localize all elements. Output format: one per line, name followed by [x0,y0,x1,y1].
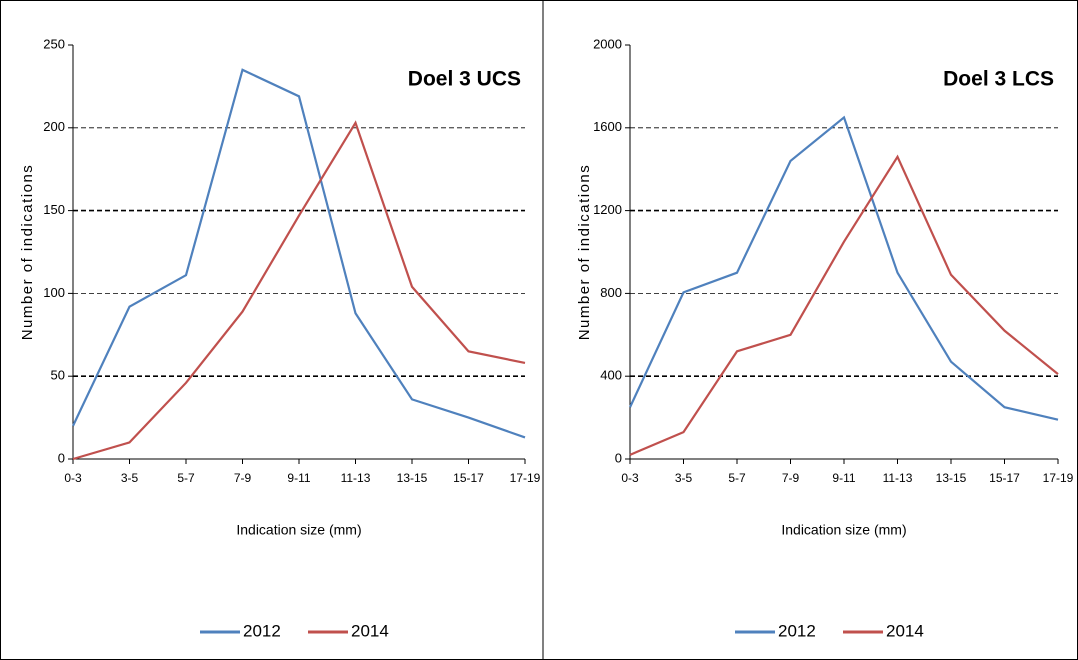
x-tick-label: 13-15 [397,471,428,485]
x-tick-label: 3-5 [675,471,693,485]
y-axis-title: Number of indications [576,164,593,341]
x-tick-label: 5-7 [728,471,746,485]
x-axis-title: Indication size (mm) [781,522,906,538]
y-tick-label: 100 [43,285,65,300]
y-tick-label: 2000 [593,36,622,51]
series-line [72,120,526,461]
chart-title: Doel 3 UCS [408,68,521,91]
x-tick-label: 13-15 [936,471,967,485]
y-tick-label: 0 [615,450,622,465]
x-axis-title: Indication size (mm) [236,522,361,538]
legend-label: 2012 [778,621,816,640]
series-line [72,68,526,439]
legend-label: 2012 [243,621,281,640]
y-tick-label: 150 [43,202,65,217]
series-line [629,154,1059,456]
x-tick-label: 5-7 [177,471,195,485]
legend-label: 2014 [351,621,389,640]
y-tick-label: 800 [600,285,622,300]
x-tick-label: 7-9 [234,471,252,485]
y-axis-title: Number of indications [19,164,36,341]
x-tick-label: 0-3 [64,471,82,485]
y-tick-label: 1200 [593,202,622,217]
series-line [629,115,1059,421]
y-tick-label: 400 [600,368,622,383]
x-tick-label: 7-9 [782,471,800,485]
y-tick-label: 0 [58,450,65,465]
y-tick-label: 250 [43,36,65,51]
y-tick-label: 50 [51,368,65,383]
x-tick-label: 9-11 [287,471,310,485]
x-tick-label: 0-3 [621,471,639,485]
x-tick-label: 15-17 [989,471,1020,485]
chart-title: Doel 3 LCS [943,68,1054,91]
x-tick-label: 15-17 [453,471,484,485]
x-tick-label: 17-19 [1043,471,1074,485]
x-tick-label: 9-11 [832,471,855,485]
legend-label: 2014 [886,621,924,640]
x-tick-label: 17-19 [510,471,541,485]
x-tick-label: 3-5 [121,471,139,485]
x-tick-label: 11-13 [341,471,371,485]
x-tick-label: 11-13 [883,471,913,485]
y-tick-label: 1600 [593,119,622,134]
y-tick-label: 200 [43,119,65,134]
